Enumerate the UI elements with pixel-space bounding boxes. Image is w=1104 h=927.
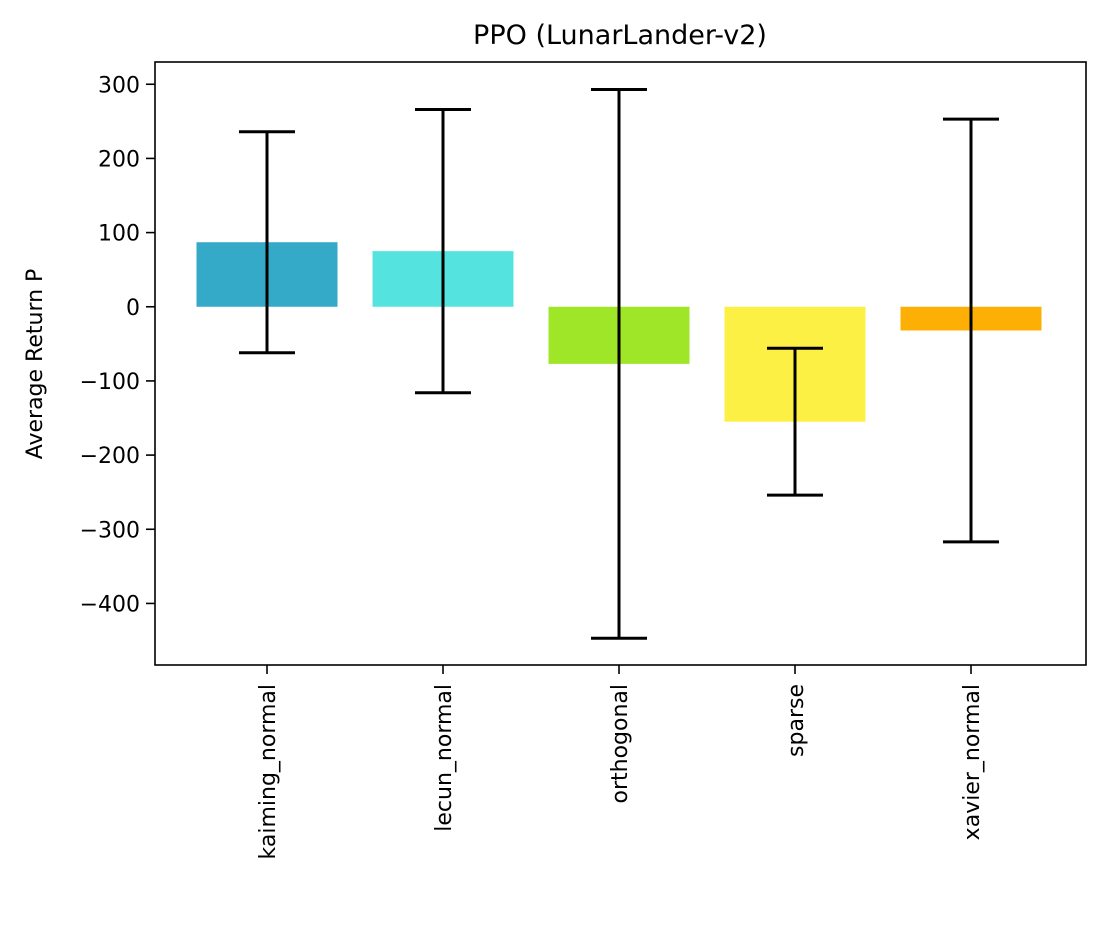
error-bar-xavier-normal bbox=[943, 117, 999, 544]
y-tick-label: −100 bbox=[80, 370, 140, 395]
chart-title: PPO (LunarLander-v2) bbox=[473, 20, 767, 51]
y-tick-label: −300 bbox=[80, 518, 140, 543]
y-tick-label: 0 bbox=[126, 296, 140, 321]
y-tick-label: −400 bbox=[80, 592, 140, 617]
x-tick-label: kaiming_normal bbox=[256, 684, 281, 859]
x-tick-label: orthogonal bbox=[608, 684, 633, 804]
y-tick-label: 300 bbox=[98, 73, 140, 98]
x-axis-ticks: kaiming_normal lecun_normal orthogonal spar… bbox=[256, 665, 985, 859]
x-tick-label: sparse bbox=[784, 684, 809, 757]
y-tick-label: 100 bbox=[98, 222, 140, 247]
error-bar-sparse bbox=[767, 346, 823, 497]
error-bar-lecun-normal bbox=[415, 107, 471, 395]
error-bar-orthogonal bbox=[591, 87, 647, 640]
x-tick-label: lecun_normal bbox=[432, 684, 457, 832]
y-tick-label: 200 bbox=[98, 147, 140, 172]
error-bars-layer bbox=[239, 87, 999, 640]
y-axis-ticks: 300 200 100 0 −100 −200 −300 −400 bbox=[80, 73, 155, 617]
x-tick-label: xavier_normal bbox=[960, 684, 985, 840]
error-bar-kaiming-normal bbox=[239, 130, 295, 355]
plot-frame bbox=[154, 61, 1087, 666]
y-tick-label: −200 bbox=[80, 444, 140, 469]
y-axis-label: Average Return P bbox=[23, 269, 48, 460]
